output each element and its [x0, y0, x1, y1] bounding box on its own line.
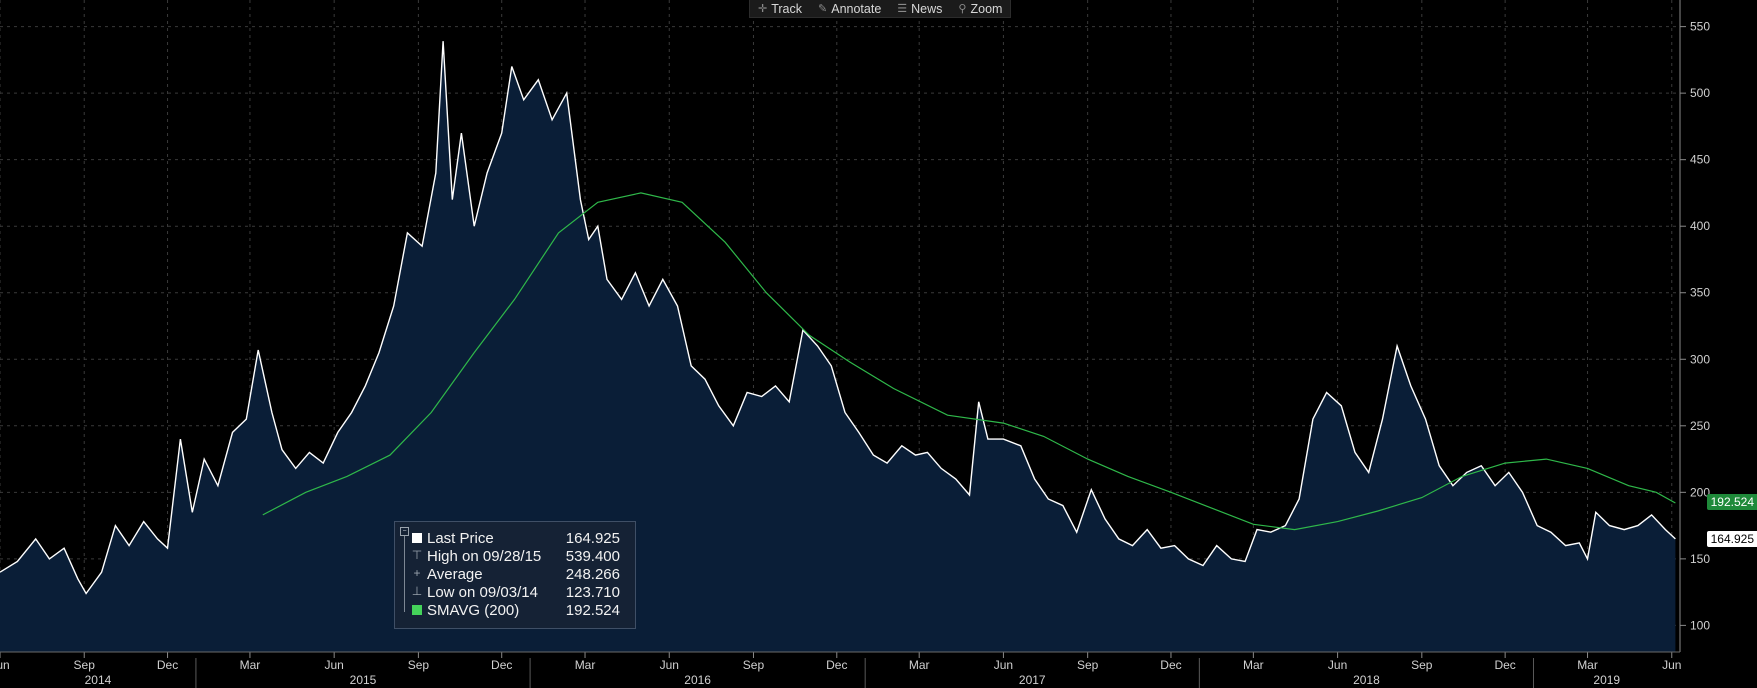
- chart-legend[interactable]: − Last Price 164.925 ⊤ High on 09/28/15 …: [394, 521, 636, 629]
- x-month-label: Dec: [1494, 658, 1515, 672]
- last-price-line: [0, 41, 1676, 595]
- x-month-label: Dec: [1160, 658, 1181, 672]
- collapse-icon[interactable]: −: [400, 527, 409, 536]
- news-button[interactable]: ☰ News: [889, 0, 950, 17]
- legend-value: 192.524: [565, 602, 620, 619]
- legend-row-average: + Average 248.266: [395, 566, 635, 584]
- annotate-button[interactable]: ✎ Annotate: [810, 0, 889, 17]
- y-axis: 100 150 200 250 300 350 400 450 500 550: [1679, 0, 1710, 652]
- x-month-label: Dec: [157, 658, 178, 672]
- x-month-label: Sep: [408, 658, 430, 672]
- white-square-icon: [412, 533, 422, 543]
- last-price-area: [0, 41, 1676, 652]
- x-month-label: Dec: [491, 658, 512, 672]
- x-month-label: Dec: [826, 658, 847, 672]
- x-year-label: 2016: [684, 673, 711, 687]
- legend-row-high: ⊤ High on 09/28/15 539.400: [395, 548, 635, 566]
- track-label: Track: [771, 1, 803, 16]
- legend-label: SMAVG (200): [427, 602, 520, 619]
- annotate-label: Annotate: [831, 1, 882, 16]
- y-tick-label: 550: [1690, 20, 1710, 34]
- legend-tree-line: [404, 532, 405, 612]
- magnifier-icon: ⚲: [958, 3, 967, 15]
- y-tick-label: 100: [1690, 618, 1710, 632]
- x-year-label: 2018: [1353, 673, 1380, 687]
- legend-value: 539.400: [565, 548, 620, 565]
- track-button[interactable]: ✛ Track: [750, 0, 810, 17]
- x-month-label: Mar: [909, 658, 930, 672]
- high-marker-icon: ⊤: [411, 548, 423, 562]
- legend-label: Last Price: [427, 530, 494, 547]
- y-tick-label: 450: [1690, 153, 1710, 167]
- x-year-label: 2014: [85, 673, 112, 687]
- y-tick-label: 150: [1690, 552, 1710, 566]
- legend-value: 248.266: [565, 566, 620, 583]
- last-price-tag: 164.925: [1706, 530, 1757, 547]
- zoom-button[interactable]: ⚲ Zoom: [950, 0, 1010, 17]
- sma-value-tag: 192.524: [1706, 494, 1757, 511]
- legend-label: Low on 09/03/14: [427, 584, 538, 601]
- sma-200-line: [262, 192, 1676, 531]
- legend-row-low: ⊥ Low on 09/03/14 123.710: [395, 584, 635, 602]
- x-month-label: Mar: [1577, 658, 1598, 672]
- y-tick-label: 500: [1690, 86, 1710, 100]
- y-tick-label: 250: [1690, 419, 1710, 433]
- legend-value: 164.925: [565, 530, 620, 547]
- x-month-label: Jun: [660, 658, 679, 672]
- x-month-label: Sep: [743, 658, 765, 672]
- news-icon: ☰: [897, 3, 908, 15]
- low-marker-icon: ⊥: [411, 584, 423, 598]
- x-axis: Jun Sep Dec Mar Jun Sep Dec Mar Jun Sep Dec Mar Jun S…: [0, 651, 1681, 688]
- y-tick-label: 300: [1690, 352, 1710, 366]
- legend-label: Average: [427, 566, 483, 583]
- news-label: News: [911, 1, 943, 16]
- x-month-label: Jun: [0, 658, 10, 672]
- crosshair-icon: ✛: [758, 3, 768, 15]
- legend-value: 123.710: [565, 584, 620, 601]
- legend-label: High on 09/28/15: [427, 548, 542, 565]
- x-month-label: Sep: [74, 658, 96, 672]
- y-tick-label: 400: [1690, 219, 1710, 233]
- average-marker-icon: +: [413, 566, 421, 580]
- x-month-label: Sep: [1411, 658, 1433, 672]
- x-month-label: Jun: [994, 658, 1013, 672]
- x-month-label: Jun: [1328, 658, 1347, 672]
- legend-row-smavg: SMAVG (200) 192.524: [395, 602, 635, 620]
- x-month-label: Jun: [324, 658, 343, 672]
- x-month-label: Sep: [1077, 658, 1099, 672]
- green-square-icon: [412, 605, 422, 615]
- x-year-label: 2015: [350, 673, 377, 687]
- legend-row-last-price: Last Price 164.925: [395, 530, 635, 548]
- x-month-label: Mar: [575, 658, 596, 672]
- x-month-label: Mar: [1243, 658, 1264, 672]
- x-year-label: 2019: [1593, 673, 1620, 687]
- zoom-label: Zoom: [970, 1, 1003, 16]
- x-month-label: Jun: [1662, 658, 1681, 672]
- x-year-label: 2017: [1019, 673, 1046, 687]
- pencil-icon: ✎: [818, 3, 828, 15]
- y-tick-label: 350: [1690, 286, 1710, 300]
- y-tick-label: 200: [1690, 485, 1710, 499]
- x-month-label: Mar: [240, 658, 261, 672]
- chart-toolbar: ✛ Track ✎ Annotate ☰ News ⚲ Zoom: [749, 0, 1012, 18]
